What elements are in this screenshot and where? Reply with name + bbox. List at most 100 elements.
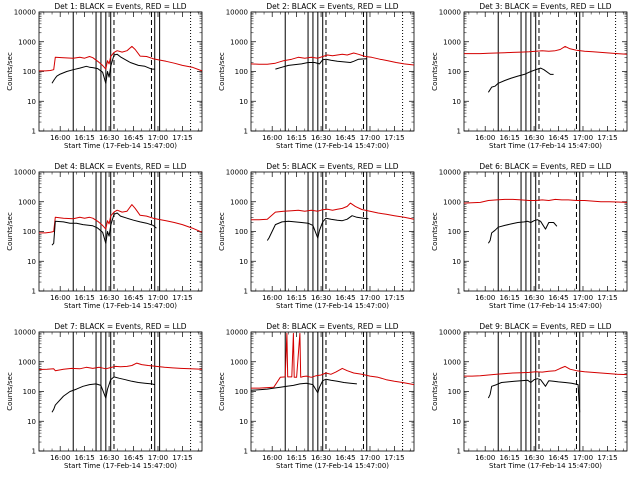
x-tick-label: 16:00	[262, 294, 282, 302]
lld-series-line	[39, 45, 203, 72]
x-tick-label: 17:15	[172, 294, 192, 302]
panel-title: Det 5: BLACK = Events, RED = LLD	[266, 162, 398, 171]
y-tick-label: 100	[23, 68, 36, 76]
plot-frame	[38, 331, 203, 452]
lld-series-line	[251, 202, 415, 221]
y-tick-label: 10000	[226, 169, 248, 177]
x-tick-label: 16:15	[500, 294, 520, 302]
y-tick-label: 10	[27, 258, 36, 266]
y-tick-label: 10000	[226, 9, 248, 17]
lld-series-line	[464, 45, 628, 55]
x-tick-label: 16:15	[75, 134, 95, 142]
events-series-line	[275, 58, 367, 70]
plot-frame	[463, 331, 628, 452]
x-tick-label: 17:00	[573, 294, 593, 302]
x-axis-label: Start Time (17-Feb-14 15:47:00)	[276, 302, 389, 310]
x-tick-label: 16:00	[475, 294, 495, 302]
x-tick-label: 16:15	[500, 454, 520, 462]
events-series-line	[487, 67, 554, 93]
x-tick-label: 17:00	[148, 134, 168, 142]
y-tick-label: 1000	[230, 358, 248, 366]
x-axis-label: Start Time (17-Feb-14 15:47:00)	[489, 142, 602, 150]
y-tick-label: 10000	[14, 9, 36, 17]
x-tick-label: 16:15	[287, 294, 307, 302]
events-series-line	[266, 215, 369, 241]
y-tick-label: 1000	[230, 198, 248, 206]
y-tick-label: 1	[32, 288, 36, 296]
x-tick-label: 16:00	[475, 454, 495, 462]
events-series-line	[250, 378, 357, 394]
x-tick-label: 17:00	[360, 134, 380, 142]
y-tick-label: 10	[27, 98, 36, 106]
lld-series-line	[251, 332, 415, 389]
y-tick-label: 1	[244, 288, 248, 296]
x-tick-label: 16:00	[262, 134, 282, 142]
y-tick-label: 100	[448, 388, 461, 396]
x-tick-label: 16:30	[99, 134, 119, 142]
y-tick-label: 1000	[443, 198, 461, 206]
y-tick-label: 1	[457, 448, 461, 456]
y-tick-label: 10000	[439, 169, 461, 177]
y-tick-label: 100	[23, 388, 36, 396]
y-tick-label: 10000	[439, 9, 461, 17]
plot-frame	[38, 171, 203, 292]
chart-panel-det-4: Det 4: BLACK = Events, RED = LLD 1 10 100 10…	[6, 162, 203, 310]
x-tick-label: 16:15	[75, 294, 95, 302]
x-tick-label: 16:15	[75, 454, 95, 462]
chart-panel-det-5: Det 5: BLACK = Events, RED = LLD 1 10 100 10…	[218, 162, 415, 310]
y-tick-label: 100	[235, 68, 248, 76]
x-tick-label: 17:00	[360, 454, 380, 462]
x-tick-label: 16:45	[335, 134, 355, 142]
y-tick-label: 10	[452, 418, 461, 426]
panel-title: Det 6: BLACK = Events, RED = LLD	[479, 162, 611, 171]
x-tick-label: 16:00	[475, 134, 495, 142]
y-tick-label: 1000	[18, 38, 36, 46]
y-tick-label: 1000	[230, 38, 248, 46]
x-tick-label: 17:15	[597, 134, 617, 142]
y-tick-label: 10	[27, 418, 36, 426]
panel-title: Det 1: BLACK = Events, RED = LLD	[54, 2, 186, 11]
x-axis-label: Start Time (17-Feb-14 15:47:00)	[489, 462, 602, 470]
x-tick-label: 16:30	[524, 134, 544, 142]
y-axis-label: Counts/sec	[218, 212, 226, 251]
y-tick-label: 100	[448, 228, 461, 236]
x-tick-label: 17:15	[384, 134, 404, 142]
x-tick-label: 16:15	[287, 454, 307, 462]
x-axis-label: Start Time (17-Feb-14 15:47:00)	[64, 462, 177, 470]
x-tick-label: 17:00	[148, 454, 168, 462]
events-series-line	[487, 219, 558, 244]
panel-title: Det 3: BLACK = Events, RED = LLD	[479, 2, 611, 11]
y-tick-label: 1000	[443, 38, 461, 46]
y-tick-label: 100	[235, 228, 248, 236]
x-axis-label: Start Time (17-Feb-14 15:47:00)	[64, 302, 177, 310]
x-axis-label: Start Time (17-Feb-14 15:47:00)	[489, 302, 602, 310]
y-axis-label: Counts/sec	[431, 372, 439, 411]
x-tick-label: 16:00	[50, 454, 70, 462]
events-series-line	[51, 376, 155, 413]
chart-panel-det-3: Det 3: BLACK = Events, RED = LLD 1 10 100 10…	[431, 2, 628, 150]
y-tick-label: 1000	[443, 358, 461, 366]
y-axis-label: Counts/sec	[431, 212, 439, 251]
y-tick-label: 10	[239, 98, 248, 106]
x-tick-label: 16:45	[335, 294, 355, 302]
x-tick-label: 17:00	[573, 134, 593, 142]
x-axis-label: Start Time (17-Feb-14 15:47:00)	[64, 142, 177, 150]
x-tick-label: 16:15	[500, 134, 520, 142]
plot-frame	[463, 171, 628, 292]
x-tick-label: 16:15	[287, 134, 307, 142]
x-tick-label: 16:30	[524, 454, 544, 462]
x-axis-label: Start Time (17-Feb-14 15:47:00)	[276, 462, 389, 470]
x-tick-label: 16:45	[335, 454, 355, 462]
panel-title: Det 2: BLACK = Events, RED = LLD	[266, 2, 398, 11]
y-tick-label: 10000	[439, 329, 461, 337]
x-tick-label: 16:00	[50, 294, 70, 302]
panel-title: Det 4: BLACK = Events, RED = LLD	[54, 162, 186, 171]
x-tick-label: 16:45	[123, 454, 143, 462]
plot-frame	[250, 171, 415, 292]
plot-frame	[463, 11, 628, 132]
events-series-line	[51, 53, 155, 84]
lld-series-line	[464, 365, 628, 377]
x-tick-label: 16:00	[50, 134, 70, 142]
chart-panel-det-6: Det 6: BLACK = Events, RED = LLD 1 10 100 10…	[431, 162, 628, 310]
